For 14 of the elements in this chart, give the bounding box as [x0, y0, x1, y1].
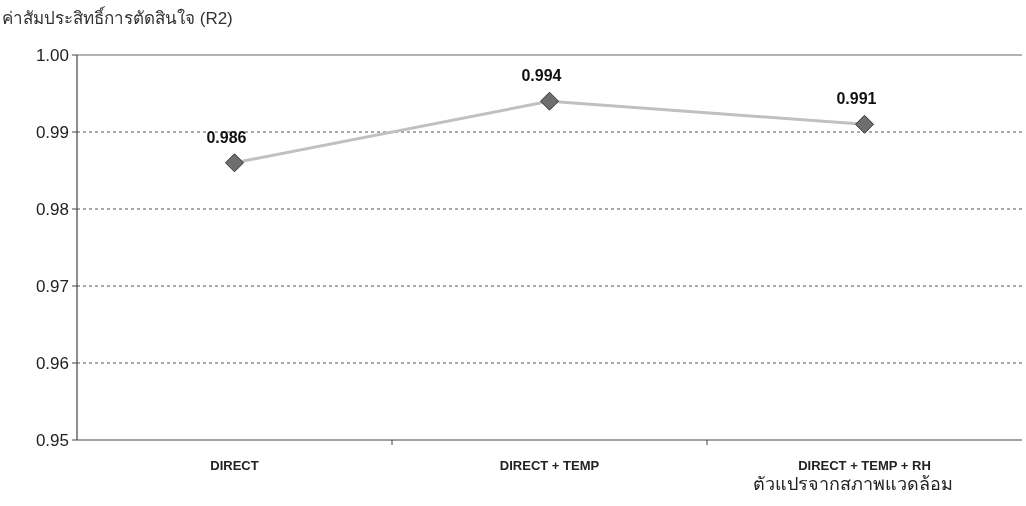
x-axis-title: ตัวแปรจากสภาพแวดล้อม [752, 474, 953, 494]
x-tick-label: DIRECT + TEMP [499, 458, 600, 473]
y-tick-label: 0.98 [35, 200, 69, 219]
y-tick-label: 1.00 [35, 46, 69, 65]
data-label: 0.994 [521, 67, 562, 85]
y-axis-title: ค่าสัมประสิทธิ์การตัดสินใจ (R2) [2, 6, 233, 28]
data-label: 0.991 [836, 90, 877, 108]
x-tick-label: DIRECT + TEMP + RH [798, 458, 931, 473]
y-tick-label: 0.97 [35, 277, 69, 296]
data-label: 0.986 [206, 128, 247, 146]
y-tick-label: 0.99 [35, 123, 69, 142]
x-tick-label: DIRECT [210, 458, 259, 473]
y-tick-label: 0.95 [35, 431, 69, 450]
y-tick-label: 0.96 [35, 354, 69, 373]
